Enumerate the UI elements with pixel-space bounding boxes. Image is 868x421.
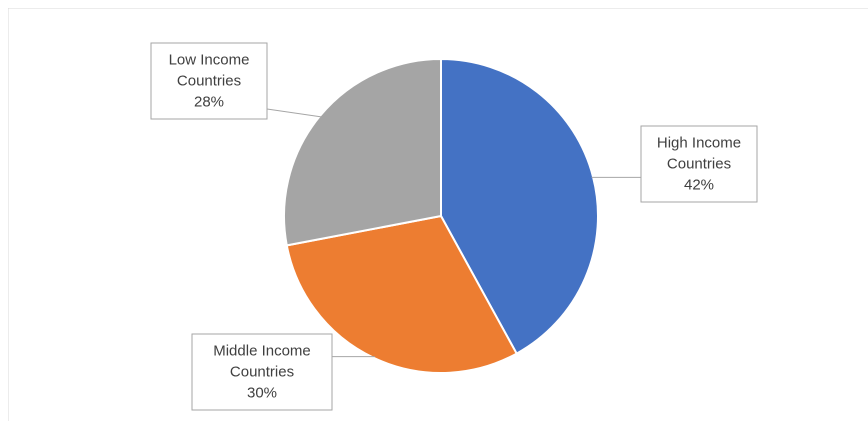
pie-slice-low-income-countries (283, 57, 442, 247)
data-label-box-middle-income-countries (191, 333, 333, 411)
data-label-box-high-income-countries (640, 125, 758, 203)
data-label-value-high-income-countries: 42% (684, 177, 714, 194)
pie-slice-middle-income-countries (285, 214, 518, 374)
chart-frame: High Income Countries 42% Middle Income Coun… (8, 8, 868, 421)
data-label-box-low-income-countries (150, 42, 268, 120)
data-label-value-middle-income-countries: 30% (247, 385, 277, 402)
data-label-value-low-income-countries: 28% (194, 94, 224, 111)
pie-chart (283, 57, 599, 374)
data-label-text-middle-income-countries: Countries (230, 364, 294, 381)
pie-labels: High Income Countries 42% Middle Income Coun… (150, 42, 758, 411)
data-label-text-low-income-countries: Low Income (169, 52, 250, 69)
data-label-text-low-income-countries: Countries (177, 73, 241, 90)
data-label-text-middle-income-countries: Middle Income (213, 343, 311, 360)
data-label-text-high-income-countries: High Income (657, 135, 741, 152)
data-label-text-high-income-countries: Countries (667, 156, 731, 173)
leader-line-low-income-countries (266, 108, 322, 118)
